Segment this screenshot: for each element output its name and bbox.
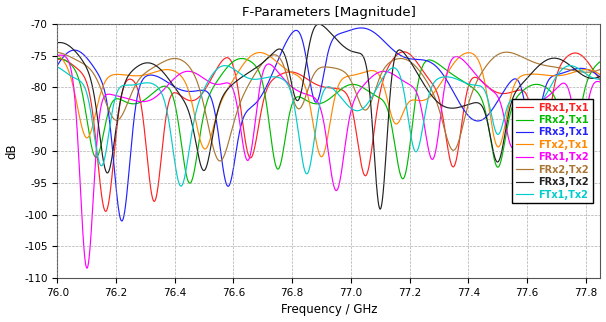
FRx2,Tx2 (581, 70, 588, 74)
FTx1,Tx2 (178, 184, 185, 188)
Line: FRx3,Tx2: FRx3,Tx2 (58, 24, 601, 209)
Title: F-Parameters [Magnitude]: F-Parameters [Magnitude] (242, 5, 416, 19)
FRx1,Tx1 (482, 83, 489, 87)
FTx1,Tx2 (81, 86, 88, 90)
FRx2,Tx1 (597, 60, 604, 63)
FRx2,Tx1 (81, 106, 88, 110)
FRx2,Tx2 (318, 65, 325, 69)
Line: FTx2,Tx1: FTx2,Tx1 (58, 52, 601, 157)
FRx2,Tx1 (482, 110, 489, 114)
FTx2,Tx1 (482, 85, 489, 89)
FRx3,Tx2 (581, 74, 588, 78)
FTx1,Tx2 (482, 90, 489, 94)
FRx3,Tx2 (597, 74, 604, 78)
FRx1,Tx2 (83, 266, 90, 270)
Line: FRx1,Tx1: FRx1,Tx1 (58, 52, 601, 211)
FRx2,Tx1 (582, 86, 589, 90)
Line: FRx3,Tx1: FRx3,Tx1 (58, 28, 601, 221)
FTx1,Tx2 (597, 77, 604, 81)
FRx3,Tx2 (54, 41, 61, 45)
FRx1,Tx2 (54, 54, 61, 58)
FRx1,Tx1 (304, 77, 311, 81)
FRx2,Tx2 (216, 159, 224, 163)
FRx3,Tx1 (597, 75, 604, 79)
FRx2,Tx1 (318, 101, 325, 105)
FRx1,Tx1 (54, 58, 61, 62)
FRx3,Tx1 (81, 54, 88, 58)
FRx2,Tx2 (482, 65, 489, 69)
FRx3,Tx1 (304, 63, 311, 67)
FTx2,Tx1 (304, 91, 311, 95)
FRx3,Tx2 (315, 22, 322, 26)
FTx1,Tx2 (318, 94, 325, 98)
FTx1,Tx2 (582, 71, 589, 75)
FRx2,Tx2 (304, 90, 311, 93)
FRx1,Tx1 (597, 79, 604, 82)
FTx2,Tx1 (81, 134, 88, 138)
FTx2,Tx1 (318, 155, 325, 159)
Legend: FRx1,Tx1, FRx2,Tx1, FRx3,Tx1, FTx2,Tx1, FRx1,Tx2, FRx2,Tx2, FRx3,Tx2, FTx1,Tx2: FRx1,Tx1, FRx2,Tx1, FRx3,Tx1, FTx2,Tx1, … (512, 99, 593, 204)
FRx3,Tx1 (118, 219, 125, 223)
FRx2,Tx1 (581, 87, 588, 91)
FRx2,Tx1 (54, 57, 61, 61)
FTx1,Tx2 (581, 71, 588, 75)
FRx2,Tx2 (597, 67, 604, 71)
FRx1,Tx2 (82, 260, 89, 264)
FRx2,Tx2 (81, 63, 88, 67)
FRx1,Tx1 (81, 77, 88, 80)
FTx2,Tx1 (581, 68, 588, 71)
Line: FTx1,Tx2: FTx1,Tx2 (58, 66, 601, 186)
FTx2,Tx1 (318, 155, 325, 158)
FRx1,Tx1 (400, 50, 407, 54)
FRx3,Tx2 (582, 75, 589, 79)
FRx1,Tx2 (597, 80, 604, 84)
FRx1,Tx2 (304, 93, 311, 97)
FRx1,Tx1 (102, 209, 109, 213)
FRx1,Tx1 (581, 57, 588, 61)
X-axis label: Frequency / GHz: Frequency / GHz (281, 303, 377, 317)
FTx2,Tx1 (582, 68, 589, 71)
FTx1,Tx2 (304, 172, 311, 175)
FRx3,Tx2 (482, 113, 489, 117)
FRx3,Tx1 (582, 67, 589, 71)
FRx3,Tx2 (318, 23, 325, 27)
FRx3,Tx1 (482, 116, 489, 119)
FRx2,Tx2 (54, 51, 61, 54)
FRx2,Tx1 (186, 181, 193, 185)
FRx1,Tx2 (582, 116, 589, 119)
FRx1,Tx2 (581, 117, 588, 121)
FRx3,Tx1 (54, 63, 61, 67)
FTx2,Tx1 (54, 53, 61, 57)
FRx1,Tx2 (482, 83, 489, 87)
FRx2,Tx1 (304, 99, 311, 103)
FRx3,Tx2 (81, 63, 88, 67)
FRx2,Tx2 (582, 70, 589, 74)
FRx1,Tx2 (57, 53, 64, 57)
FRx3,Tx1 (318, 83, 325, 87)
Line: FRx1,Tx2: FRx1,Tx2 (58, 55, 601, 268)
FRx1,Tx1 (582, 57, 589, 61)
FRx3,Tx2 (304, 56, 311, 60)
FRx1,Tx2 (318, 112, 325, 116)
Line: FRx2,Tx1: FRx2,Tx1 (58, 59, 601, 183)
FTx2,Tx1 (256, 51, 264, 54)
FTx2,Tx1 (597, 73, 604, 77)
FRx2,Tx1 (238, 57, 245, 61)
FRx1,Tx1 (318, 85, 325, 89)
FRx3,Tx2 (376, 207, 384, 211)
FTx1,Tx2 (567, 64, 574, 68)
FRx3,Tx1 (358, 26, 365, 30)
FRx2,Tx2 (503, 50, 510, 54)
Line: FRx2,Tx2: FRx2,Tx2 (58, 52, 601, 161)
Y-axis label: dB: dB (5, 143, 19, 159)
FRx3,Tx1 (581, 67, 588, 71)
FTx1,Tx2 (54, 65, 61, 69)
